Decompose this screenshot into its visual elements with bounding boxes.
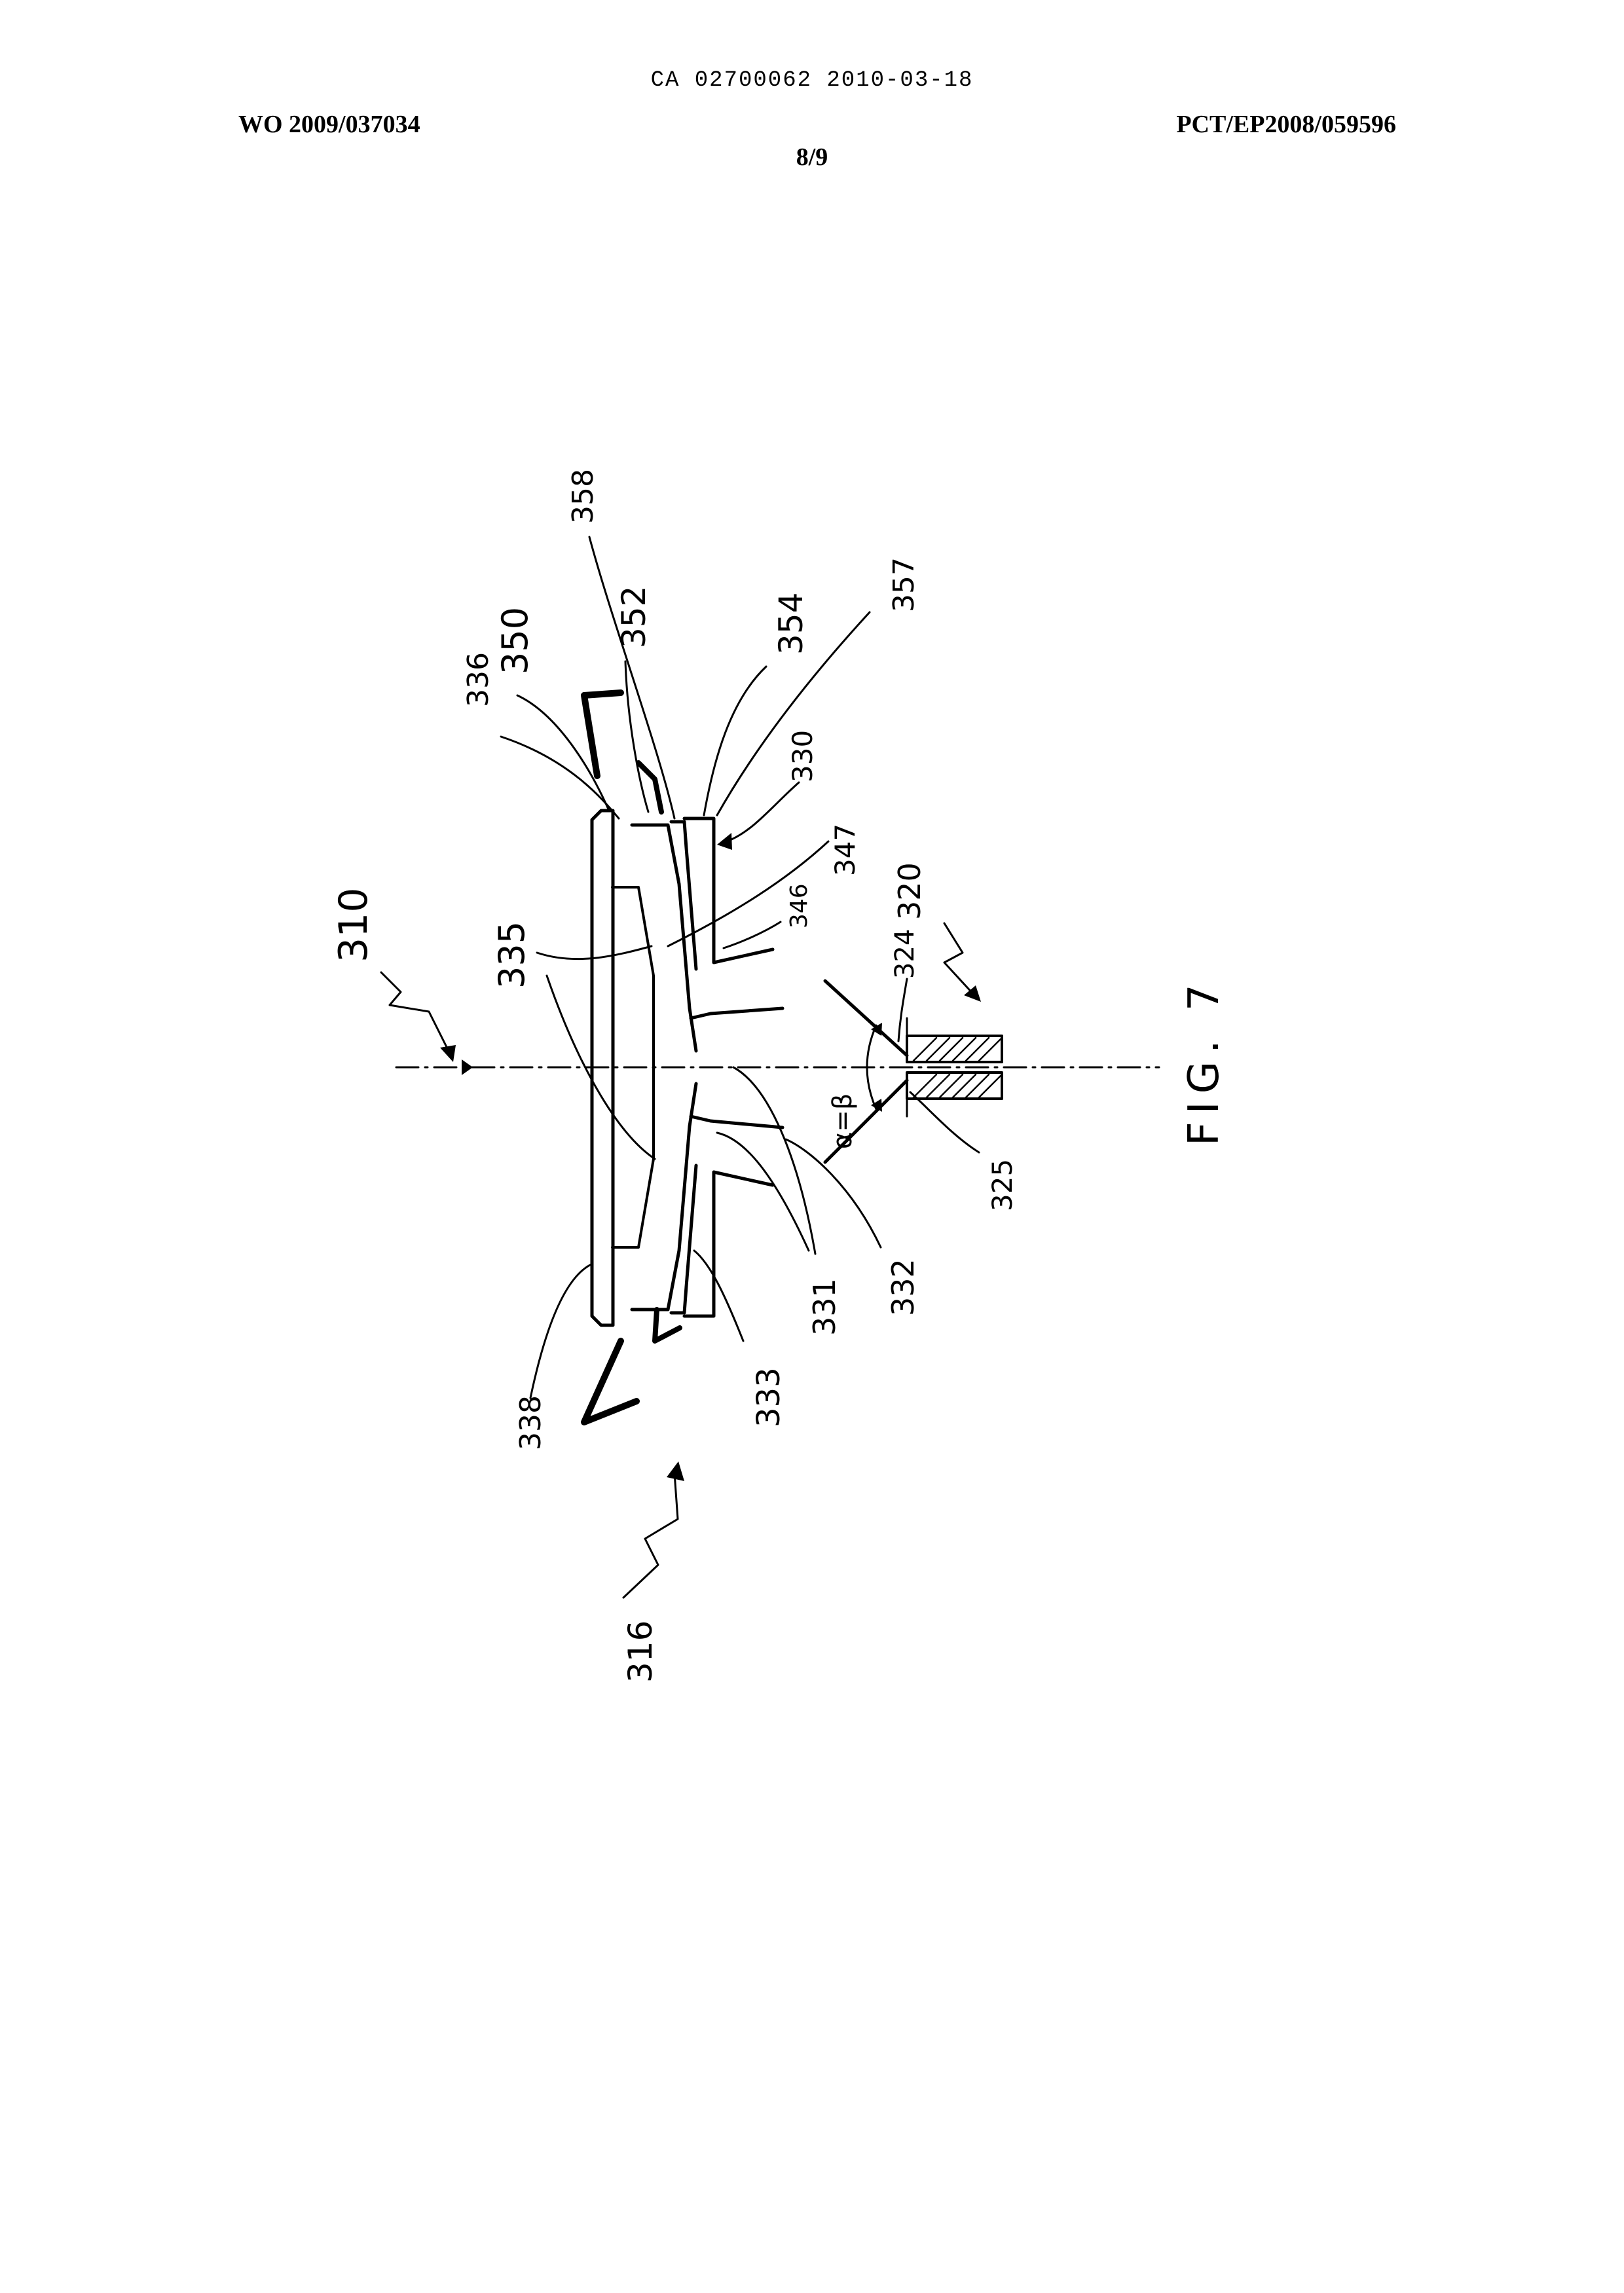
leader-310: [381, 972, 449, 1051]
leader-324: [898, 979, 907, 1041]
housing-330-lower: [684, 1172, 773, 1316]
leader-333: [694, 1251, 743, 1341]
ref-352: 352: [615, 586, 653, 648]
axis-arrowhead: [462, 1059, 473, 1075]
hub-lower: [691, 1116, 783, 1128]
leader-316-arrowhead: [667, 1461, 684, 1481]
leader-331b: [733, 1067, 815, 1254]
leader-330-arrowhead: [717, 833, 732, 850]
ref-316: 316: [621, 1621, 659, 1683]
ref-346: 346: [786, 883, 813, 928]
leader-325: [910, 1092, 979, 1152]
ref-325: 325: [986, 1159, 1018, 1211]
leader-335: [537, 946, 652, 959]
ref-354: 354: [772, 593, 810, 655]
leader-358: [589, 537, 674, 818]
ref-333: 333: [750, 1367, 787, 1427]
figure-caption: FIG. 7: [1180, 976, 1228, 1146]
spray-arrow-upper-left: [584, 693, 621, 776]
ref-310: 310: [331, 887, 377, 963]
leader-320: [944, 923, 974, 995]
ref-335: 335: [491, 921, 532, 989]
ref-332: 332: [885, 1258, 921, 1316]
ref-330: 330: [786, 730, 819, 782]
angle-label: α=β: [828, 1093, 858, 1149]
hub-upper: [691, 1008, 783, 1018]
ref-338: 338: [514, 1395, 547, 1450]
leader-336: [501, 737, 619, 818]
injector-hatch-lower: [913, 1074, 1001, 1097]
leader-331a: [717, 1133, 809, 1251]
leader-354: [704, 667, 766, 815]
leader-352: [625, 661, 648, 812]
spray-arrow-lower-left: [584, 1341, 637, 1422]
cone-line-upper: [825, 981, 907, 1055]
injector-hatch-upper: [913, 1038, 1001, 1061]
ref-350: 350: [494, 607, 536, 674]
leader-338: [530, 1264, 593, 1398]
leader-330: [727, 782, 799, 841]
ref-324: 324: [890, 929, 920, 979]
ref-336: 336: [462, 652, 495, 707]
ref-331: 331: [807, 1278, 842, 1336]
ref-358: 358: [566, 469, 600, 524]
leader-310-arrowhead: [440, 1045, 456, 1062]
leader-316: [623, 1473, 678, 1598]
ref-357: 357: [887, 557, 921, 612]
ref-347: 347: [829, 824, 861, 876]
leader-346: [724, 922, 781, 948]
ref-320: 320: [892, 862, 927, 920]
